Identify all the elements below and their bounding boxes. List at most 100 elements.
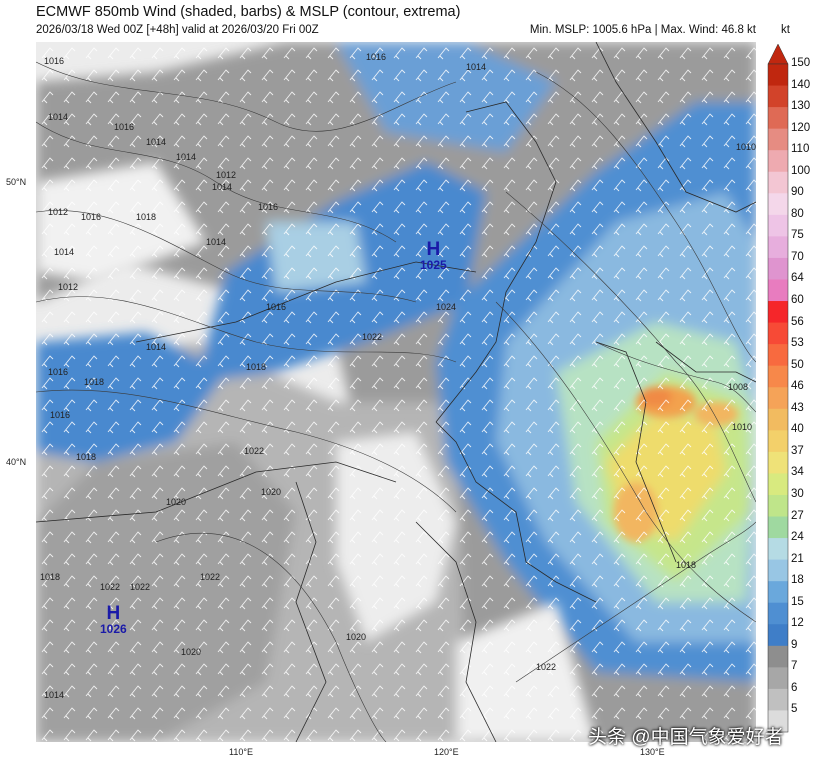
isobar-label: 1022	[536, 662, 557, 672]
colorbar-swatch	[768, 494, 788, 518]
colorbar-tick-label: 56	[791, 315, 804, 328]
colorbar-tick-label: 140	[791, 78, 811, 91]
colorbar-tick-label: 6	[791, 681, 798, 694]
high-symbol: H	[426, 239, 441, 260]
colorbar-swatch	[768, 688, 788, 711]
colorbar-tick-label: 46	[791, 380, 804, 393]
colorbar-tick-label: 5	[791, 703, 798, 716]
colorbar-swatch	[768, 538, 788, 561]
colorbar-swatch	[768, 710, 788, 733]
isobar-label: 1018	[76, 452, 97, 462]
isobar-label: 1016	[44, 56, 65, 66]
isobar-label: 1014	[146, 137, 167, 147]
lon-label-120: 120°E	[434, 747, 459, 757]
colorbar-frame	[767, 63, 789, 733]
wind-barbs	[36, 42, 756, 742]
isobar-label: 1014	[206, 237, 227, 247]
colorbar-tick-label: 43	[791, 401, 804, 414]
colorbar-tick-label: 30	[791, 487, 804, 500]
colorbar-tick-label: 110	[791, 143, 810, 156]
colorbar-tick-label: 130	[791, 100, 811, 113]
stats-text: Min. MSLP: 1005.6 hPa | Max. Wind: 46.8 …	[529, 24, 756, 36]
colorbar-swatch	[768, 344, 788, 367]
colorbar-swatch	[768, 85, 788, 108]
isobar-label: 1024	[436, 302, 457, 312]
colorbar-tick-label: 60	[791, 294, 804, 307]
isobar-label: 1010	[732, 422, 753, 432]
high-value: 1025	[420, 258, 447, 272]
colorbar-tick-label: 120	[791, 121, 811, 134]
colorbar-swatch	[768, 64, 788, 87]
colorbar-swatch	[768, 581, 788, 604]
colorbar-tick-label: 100	[791, 164, 811, 177]
isobar-label: 1018	[246, 362, 267, 372]
isobar-label: 1014	[54, 247, 75, 257]
high-symbol: H	[106, 603, 121, 624]
isobar-label: 1014	[176, 152, 197, 162]
colorbar-tick-label: 37	[791, 444, 804, 457]
colorbar-swatch	[768, 516, 788, 539]
isobar-label: 1022	[244, 446, 265, 456]
isobar-label: 1020	[346, 632, 367, 642]
colorbar-swatch	[768, 473, 788, 496]
colorbar-swatch	[768, 667, 788, 690]
colorbar-swatch	[768, 107, 788, 130]
isobar-label: 1022	[130, 582, 151, 592]
lon-label-130: 130°E	[640, 747, 665, 757]
colorbar-swatch	[768, 279, 788, 302]
isobar-label: 1022	[100, 582, 121, 592]
lon-label-110: 110°E	[229, 747, 253, 757]
colorbar-swatch	[768, 387, 788, 410]
isobar-label: 1018	[84, 377, 105, 387]
isobar-label: 1016	[81, 212, 102, 222]
colorbar-tick-label: 64	[791, 272, 804, 285]
colorbar-tick-label: 18	[791, 574, 804, 587]
isobar-label: 1020	[261, 487, 282, 497]
colorbar-swatch	[768, 236, 788, 259]
colorbar-swatch	[768, 214, 788, 237]
isobar-label: 1018	[40, 572, 61, 582]
colorbar-swatch	[768, 128, 788, 151]
isobar-label: 1016	[48, 367, 69, 377]
colorbar	[767, 43, 789, 733]
isobar-label: 1008	[728, 382, 749, 392]
high-pressure-center-southwest: H 1026	[100, 604, 127, 636]
isobar-label: 1010	[736, 142, 756, 152]
colorbar-swatch	[768, 171, 788, 194]
colorbar-tick-label: 9	[791, 638, 798, 651]
colorbar-tick-label: 27	[791, 509, 804, 522]
lat-label-40: 40°N	[6, 457, 27, 467]
isobar-label: 1020	[181, 647, 202, 657]
colorbar-swatch	[768, 624, 788, 647]
colorbar-tick-label: 90	[791, 186, 804, 199]
weather-map: 1016 1014 1016 1014 1016 1014 1014 1012 1012 1016…	[36, 42, 756, 742]
colorbar-tick-label: 12	[791, 617, 804, 630]
isobar-label: 1014	[466, 62, 487, 72]
isobar-label: 1016	[366, 52, 387, 62]
isobar-label: 1018	[136, 212, 157, 222]
colorbar-swatch	[768, 408, 788, 431]
lat-label-50: 50°N	[6, 177, 27, 187]
colorbar-tick-label: 50	[791, 358, 804, 371]
colorbar-swatch	[768, 602, 788, 625]
run-info: 2026/03/18 Wed 00Z [+48h] valid at 2026/…	[36, 24, 319, 36]
colorbar-tick-label: 80	[791, 207, 804, 220]
colorbar-tick-label: 150	[791, 57, 811, 69]
colorbar-swatch	[768, 430, 788, 453]
colorbar-tick-label: 70	[791, 250, 804, 263]
chart-title: ECMWF 850mb Wind (shaded, barbs) & MSLP …	[36, 4, 461, 20]
map-svg	[36, 42, 756, 742]
colorbar-swatch	[768, 150, 788, 173]
unit-label: kt	[781, 24, 790, 36]
isobar-label: 1012	[216, 170, 237, 180]
isobar-label: 1022	[200, 572, 221, 582]
isobar-label: 1016	[258, 202, 279, 212]
colorbar-tick-label: 15	[791, 595, 804, 608]
colorbar-swatch	[768, 257, 788, 280]
isobar-label: 1016	[266, 302, 287, 312]
colorbar-swatch	[768, 559, 788, 582]
isobar-label: 1016	[114, 122, 135, 132]
colorbar-swatch	[768, 193, 788, 216]
colorbar-swatch	[768, 301, 788, 324]
colorbar-tick-label: 7	[791, 660, 798, 673]
